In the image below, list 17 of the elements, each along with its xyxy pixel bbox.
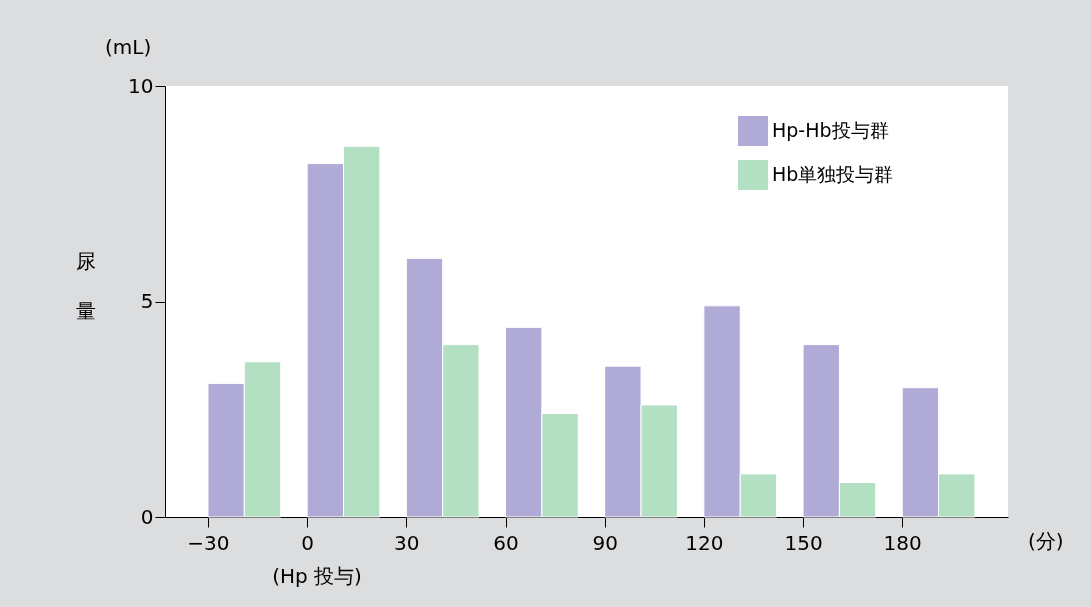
text: (mL) (105, 35, 152, 59)
y-tick-label: 0 (140, 504, 154, 529)
x-tick-label: 60 (493, 530, 519, 555)
x-tick-label: 180 (883, 530, 922, 555)
y-tick-label: 10 (128, 73, 154, 98)
legend-label: Hb単独投与群 (772, 163, 894, 185)
x-tick-label: 150 (784, 530, 823, 555)
text: 尿量 (75, 249, 96, 323)
legend-label: Hp-Hb投与群 (772, 119, 889, 141)
x-tick-label: 0 (301, 530, 315, 555)
x-tick-label: −30 (187, 530, 230, 555)
x-tick-label: 90 (592, 530, 618, 555)
text: (Hp 投与) (272, 564, 362, 588)
x-tick-label: 30 (394, 530, 420, 555)
y-tick-label: 5 (140, 289, 154, 313)
x-axis-title: (分) (1027, 528, 1064, 553)
x-tick-label: 120 (685, 530, 724, 555)
